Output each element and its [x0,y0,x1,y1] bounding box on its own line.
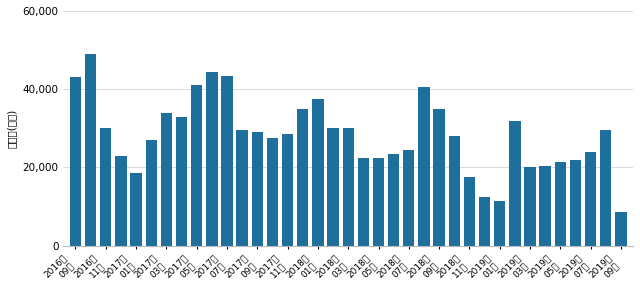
Y-axis label: 거래량(건수): 거래량(건수) [7,109,17,148]
Bar [388,154,399,246]
Bar [373,158,384,246]
Bar [433,109,445,246]
Bar [282,134,293,246]
Bar [206,72,218,246]
Bar [449,136,460,246]
Bar [494,201,506,246]
Bar [509,121,520,246]
Bar [479,197,490,246]
Bar [297,109,308,246]
Bar [267,138,278,246]
Bar [570,160,581,246]
Bar [176,117,188,246]
Bar [358,158,369,246]
Bar [161,113,172,246]
Bar [615,213,627,246]
Bar [585,152,596,246]
Bar [252,132,263,246]
Bar [555,162,566,246]
Bar [115,156,127,246]
Bar [85,54,96,246]
Bar [464,177,475,246]
Bar [221,76,233,246]
Bar [600,130,611,246]
Bar [131,173,142,246]
Bar [145,140,157,246]
Bar [342,128,354,246]
Bar [70,77,81,246]
Bar [419,87,429,246]
Bar [403,150,415,246]
Bar [191,85,202,246]
Bar [100,128,111,246]
Bar [524,168,536,246]
Bar [540,166,551,246]
Bar [312,99,324,246]
Bar [236,130,248,246]
Bar [328,128,339,246]
